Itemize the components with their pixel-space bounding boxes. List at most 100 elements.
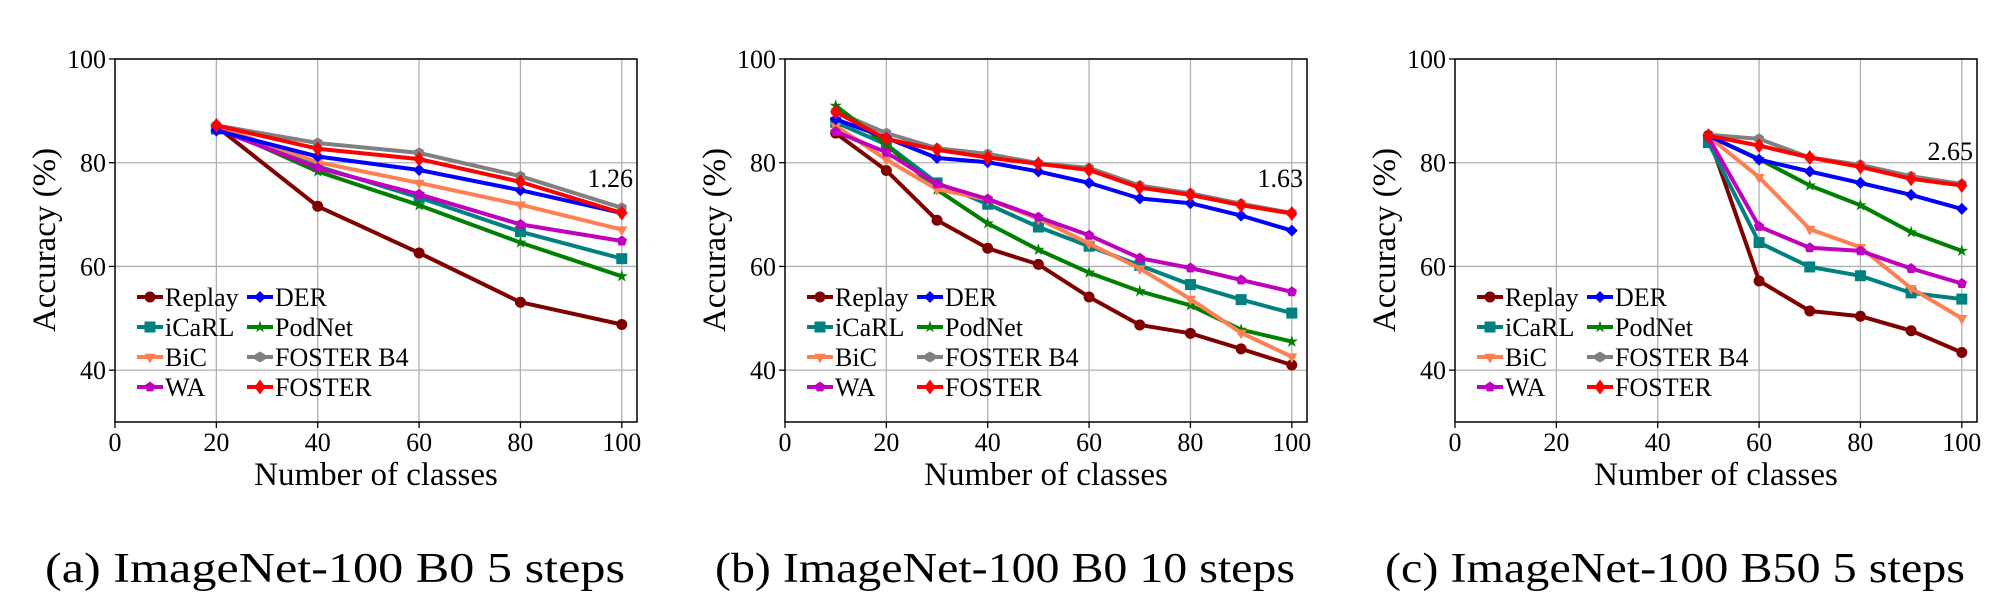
data-point [514, 226, 526, 238]
data-point [1184, 327, 1196, 339]
plot-frame [1454, 58, 1978, 423]
legend-item: FOSTER [1587, 373, 1712, 402]
plot-frame [784, 58, 1308, 423]
legend-marker [144, 381, 156, 392]
x-tick-label: 0 [779, 428, 792, 457]
data-point [1083, 229, 1095, 240]
series-wa [830, 126, 1297, 297]
series-der [829, 113, 1298, 237]
data-point [1803, 165, 1816, 178]
data-point [1753, 221, 1765, 231]
data-point [616, 253, 628, 265]
data-point [514, 201, 527, 212]
subfigure-caption: (b) ImageNet-100 B0 10 steps [715, 546, 1295, 592]
x-tick-label: 60 [406, 428, 432, 457]
legend-item: WA [137, 373, 206, 402]
series-line [1707, 134, 1963, 321]
legend-label: WA [1505, 373, 1546, 402]
legend-item: Replay [137, 283, 239, 312]
data-point [1905, 171, 1917, 187]
data-point [1904, 225, 1918, 238]
data-point [1133, 284, 1146, 297]
data-point [413, 179, 425, 190]
data-point [514, 174, 526, 190]
data-point [615, 269, 628, 282]
data-point [982, 193, 993, 204]
legend-marker [814, 321, 826, 333]
legend-item: FOSTER B4 [247, 343, 409, 372]
legend-item: WA [807, 373, 876, 402]
data-point [1286, 206, 1298, 222]
data-point [1235, 343, 1247, 355]
legend-label: FOSTER B4 [1615, 343, 1749, 372]
data-point [1083, 291, 1095, 303]
legend-marker [1594, 379, 1606, 395]
legend-marker [253, 320, 267, 333]
series-foster [210, 117, 628, 221]
series-line [1708, 133, 1963, 188]
y-tick-label: 40 [80, 356, 106, 385]
data-point [413, 247, 425, 259]
data-point [931, 152, 943, 164]
legend-marker [1484, 381, 1496, 392]
legend-marker [924, 291, 936, 303]
gap-annotation: 1.26 [588, 164, 634, 193]
data-point [1083, 162, 1095, 178]
x-tick-label: 60 [1076, 428, 1102, 457]
y-axis-label: Accuracy (%) [697, 148, 733, 332]
y-tick-label: 80 [750, 149, 776, 178]
legend-label: DER [945, 283, 998, 312]
y-axis-label: Accuracy (%) [1367, 148, 1403, 332]
data-point [1083, 240, 1095, 251]
legend-marker [923, 320, 937, 333]
data-point [1184, 295, 1197, 306]
data-point [1956, 178, 1968, 194]
data-point [1804, 305, 1816, 317]
y-tick-label: 60 [80, 252, 106, 281]
x-tick-label: 40 [975, 428, 1001, 457]
x-tick-label: 20 [873, 428, 899, 457]
legend-label: FOSTER [1615, 373, 1712, 402]
legend-marker [814, 381, 826, 392]
legend-label: PodNet [275, 313, 354, 342]
data-point [982, 242, 994, 254]
data-point [1956, 293, 1968, 305]
series-line [834, 131, 1293, 367]
legend-label: PodNet [1615, 313, 1694, 342]
data-point [1184, 279, 1196, 291]
y-tick-label: 100 [737, 45, 776, 74]
legend-marker [1484, 291, 1496, 303]
data-point [1184, 187, 1196, 203]
data-point [1905, 188, 1918, 201]
data-point [1854, 176, 1867, 189]
data-point [1134, 319, 1146, 331]
gap-annotation: 2.65 [1928, 137, 1974, 166]
legend-marker [144, 353, 156, 364]
legend-item: BiC [807, 343, 877, 372]
data-point [1753, 174, 1765, 184]
data-point [311, 150, 324, 163]
x-tick-label: 100 [1942, 428, 1981, 457]
legend-label: iCaRL [835, 313, 904, 342]
data-point [1854, 270, 1866, 282]
data-point [880, 156, 892, 167]
data-point [312, 200, 324, 212]
data-point [1082, 266, 1096, 278]
series-line [834, 124, 1293, 359]
legend-marker [1595, 351, 1605, 363]
x-tick-label: 40 [305, 428, 331, 457]
x-tick-label: 80 [507, 428, 533, 457]
data-point [1235, 274, 1247, 285]
chart-panel-b: 0 20 40 60 80 100 40 60 80 100 Number of classes Ac… [697, 45, 1311, 592]
data-point [1854, 310, 1866, 322]
data-point [1804, 225, 1816, 236]
data-point [514, 184, 527, 197]
legend-marker [1593, 320, 1607, 333]
y-tick-label: 60 [750, 252, 776, 281]
legend-marker [144, 321, 156, 333]
data-point [1032, 221, 1044, 233]
data-point [1956, 315, 1968, 325]
data-point [1905, 325, 1917, 337]
data-point [880, 164, 892, 176]
legend-label: Replay [835, 283, 909, 312]
